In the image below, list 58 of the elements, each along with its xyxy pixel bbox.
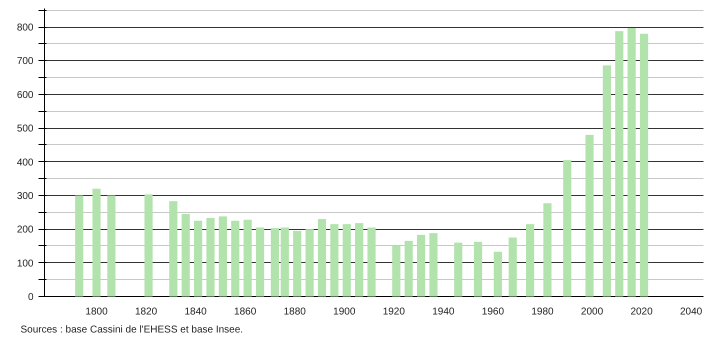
bar xyxy=(75,195,84,296)
x-tick-label: 1980 xyxy=(531,306,554,318)
y-tick-label: 400 xyxy=(16,157,34,168)
bar xyxy=(628,28,636,296)
bar xyxy=(256,227,264,296)
x-tick-label: 1900 xyxy=(333,306,356,318)
bar xyxy=(355,223,364,296)
bar xyxy=(640,34,648,296)
bar xyxy=(244,220,252,296)
bar xyxy=(392,246,400,296)
source-note: Sources : base Cassini de l'EHESS et base Insee. xyxy=(20,324,244,336)
bar xyxy=(615,31,624,296)
y-tick-label: 800 xyxy=(16,22,34,34)
bar xyxy=(602,65,611,296)
bar xyxy=(306,229,314,296)
bar xyxy=(416,234,426,296)
bar xyxy=(342,224,351,296)
x-tick-label: 1800 xyxy=(85,306,108,318)
bar xyxy=(92,188,101,296)
bar xyxy=(107,195,116,296)
y-tick-label: 300 xyxy=(16,190,34,202)
y-tick-label: 200 xyxy=(16,224,34,236)
y-tick-label: 700 xyxy=(16,56,34,68)
y-tick-label: 0 xyxy=(28,292,34,303)
bar xyxy=(526,224,534,296)
x-tick-label: 2040 xyxy=(680,306,703,318)
x-tick-label: 1820 xyxy=(134,306,158,318)
y-tick-label: 600 xyxy=(16,90,34,101)
bar xyxy=(585,134,594,296)
bar xyxy=(508,238,517,296)
bar xyxy=(474,242,482,296)
bar xyxy=(194,220,202,296)
y-tick-label: 500 xyxy=(16,124,34,135)
y-tick-label: 100 xyxy=(16,258,34,270)
bar xyxy=(231,220,240,296)
bar xyxy=(404,240,413,296)
x-tick-label: 1920 xyxy=(382,306,406,318)
bar xyxy=(543,203,552,296)
x-tick-label: 2000 xyxy=(580,306,604,318)
bar xyxy=(330,224,338,296)
x-tick-label: 2020 xyxy=(630,306,654,318)
x-tick-label: 1960 xyxy=(482,306,504,318)
bar xyxy=(318,219,326,296)
bar xyxy=(169,201,178,296)
bar xyxy=(454,242,462,296)
x-tick-label: 1840 xyxy=(184,306,208,318)
bar xyxy=(494,252,502,296)
bar xyxy=(367,227,376,296)
x-tick-label: 1880 xyxy=(284,306,306,318)
x-tick-label: 1940 xyxy=(432,306,455,318)
bar xyxy=(144,194,153,296)
bar xyxy=(293,230,302,296)
bar xyxy=(563,160,572,296)
bar xyxy=(218,216,227,296)
bar xyxy=(206,218,215,296)
bar xyxy=(182,214,190,296)
x-tick-label: 1860 xyxy=(234,306,257,318)
bar xyxy=(429,233,438,296)
